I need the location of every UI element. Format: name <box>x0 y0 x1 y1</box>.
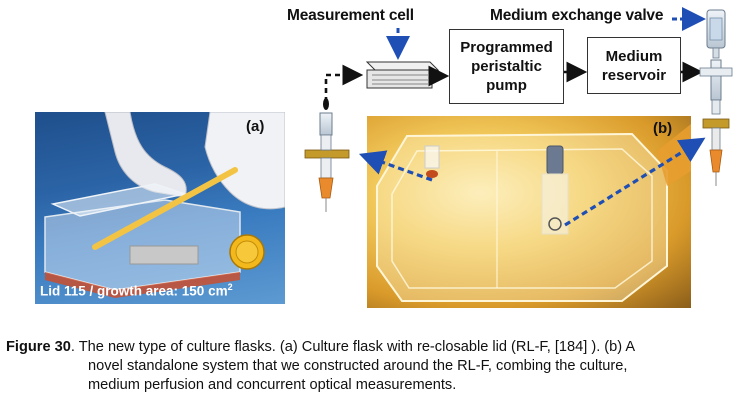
figure-label: Figure 30 <box>6 339 71 355</box>
measurement-cell-label: Measurement cell <box>287 7 414 24</box>
photo-a-tag: (a) <box>246 118 265 135</box>
peristaltic-pump-box: Programmed peristaltic pump <box>449 29 564 104</box>
photo-b-tag: (b) <box>653 120 673 137</box>
measurement-cell-icon <box>365 61 440 89</box>
caption-line2: novel standalone system that we construc… <box>88 358 628 374</box>
photo-b-arrows <box>358 137 706 227</box>
photo-a-caption: Lid 115 / growth area: 150 cm2 <box>40 282 233 299</box>
flask-a-illustration <box>44 112 285 298</box>
left-stopcock-icon <box>304 98 350 212</box>
caption-line1: . The new type of culture flasks. (a) Cu… <box>70 339 636 355</box>
diagram-graphics <box>304 7 733 212</box>
photo-culture-flask-lid: (a) Lid 115 / growth area: 150 cm2 <box>35 112 285 304</box>
right-stopcock-icon <box>699 59 733 186</box>
photo-a-caption-text: Lid 115 / growth area: 150 cm <box>40 283 228 299</box>
reservoir-label-line2: reservoir <box>601 66 667 84</box>
figure-caption: Figure 30. The new type of culture flask… <box>6 338 741 395</box>
caption-line3: medium perfusion and concurrent optical … <box>88 377 457 393</box>
pump-label-line2: peristaltic <box>471 58 542 75</box>
reservoir-label-line1: Medium <box>605 47 663 65</box>
medium-reservoir-box: Medium reservoir <box>587 37 681 94</box>
exchange-valve-label: Medium exchange valve <box>490 7 664 24</box>
pump-label-line3: pump <box>486 77 527 94</box>
photo-a-caption-sup: 2 <box>227 282 233 292</box>
photo-standalone-system: (b) <box>367 116 691 308</box>
flask-b-illustration <box>376 124 691 302</box>
exchange-valve-icon <box>706 9 726 59</box>
pump-label-line1: Programmed <box>460 39 553 56</box>
